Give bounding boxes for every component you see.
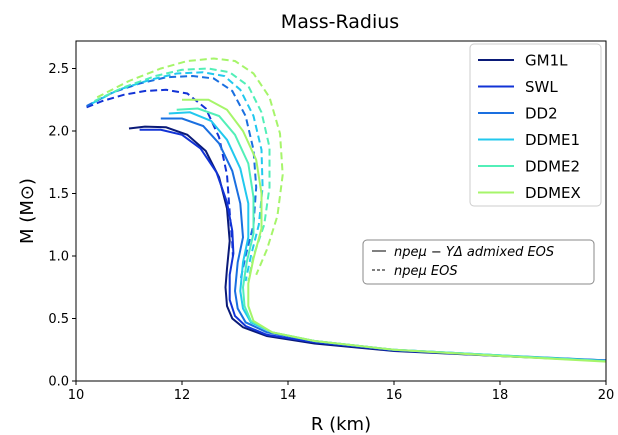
legend-label-swl: SWL (525, 78, 558, 96)
y-tick-label: 2.5 (48, 62, 69, 77)
x-tick-label: 20 (598, 388, 615, 403)
x-axis-label: R (km) (311, 414, 371, 435)
series-ddmex-solid-line (182, 98, 606, 363)
style-legend-solid-label: npeμ − YΔ admixed EOS (394, 245, 554, 260)
y-tick-label: 1.5 (48, 187, 69, 202)
series-swl-dashed-line (86, 88, 234, 257)
y-axis-label: M (M⊙) (17, 178, 38, 244)
line-style-legend: npeμ − YΔ admixed EOS npeμ EOS (362, 239, 595, 285)
x-axis-ticks: 10 12 14 16 18 20 (68, 381, 615, 403)
x-tick-label: 12 (174, 388, 191, 403)
series-legend: GM1L SWL DD2 DDME1 DDME2 DDMEX (469, 43, 602, 207)
series-swl-solid-line (139, 128, 606, 362)
legend-label-ddme1: DDME1 (525, 131, 580, 149)
legend-label-gm1l: GM1L (525, 52, 568, 70)
chart-title: Mass-Radius (281, 11, 399, 33)
series-dd2-dashed-line (86, 74, 258, 282)
series-ddmex-dashed-line (96, 57, 284, 276)
series-ddme1-dashed-line (91, 71, 264, 282)
y-tick-label: 0.0 (48, 375, 69, 390)
style-legend-box (362, 239, 595, 285)
y-axis-ticks: 0.0 0.5 1.0 1.5 2.0 2.5 (48, 62, 76, 390)
series-ddme2-dashed-line (94, 67, 271, 282)
x-tick-label: 14 (280, 388, 297, 403)
plot-axes: 10 12 14 16 18 20 0.0 0.5 1.0 1.5 2.0 2.5 (48, 40, 615, 403)
x-tick-label: 16 (386, 388, 403, 403)
legend-label-ddmex: DDMEX (525, 184, 581, 202)
y-tick-label: 2.0 (48, 125, 69, 140)
legend-label-ddme2: DDME2 (525, 158, 580, 176)
series-layer (86, 57, 606, 363)
x-tick-label: 10 (68, 388, 85, 403)
y-tick-label: 0.5 (48, 312, 69, 327)
style-legend-dashed-label: npeμ EOS (394, 264, 458, 279)
y-tick-label: 1.0 (48, 250, 69, 265)
x-tick-label: 18 (492, 388, 509, 403)
plot-frame (75, 40, 607, 382)
series-gm1l-solid-line (128, 125, 606, 362)
legend-label-dd2: DD2 (525, 105, 558, 123)
